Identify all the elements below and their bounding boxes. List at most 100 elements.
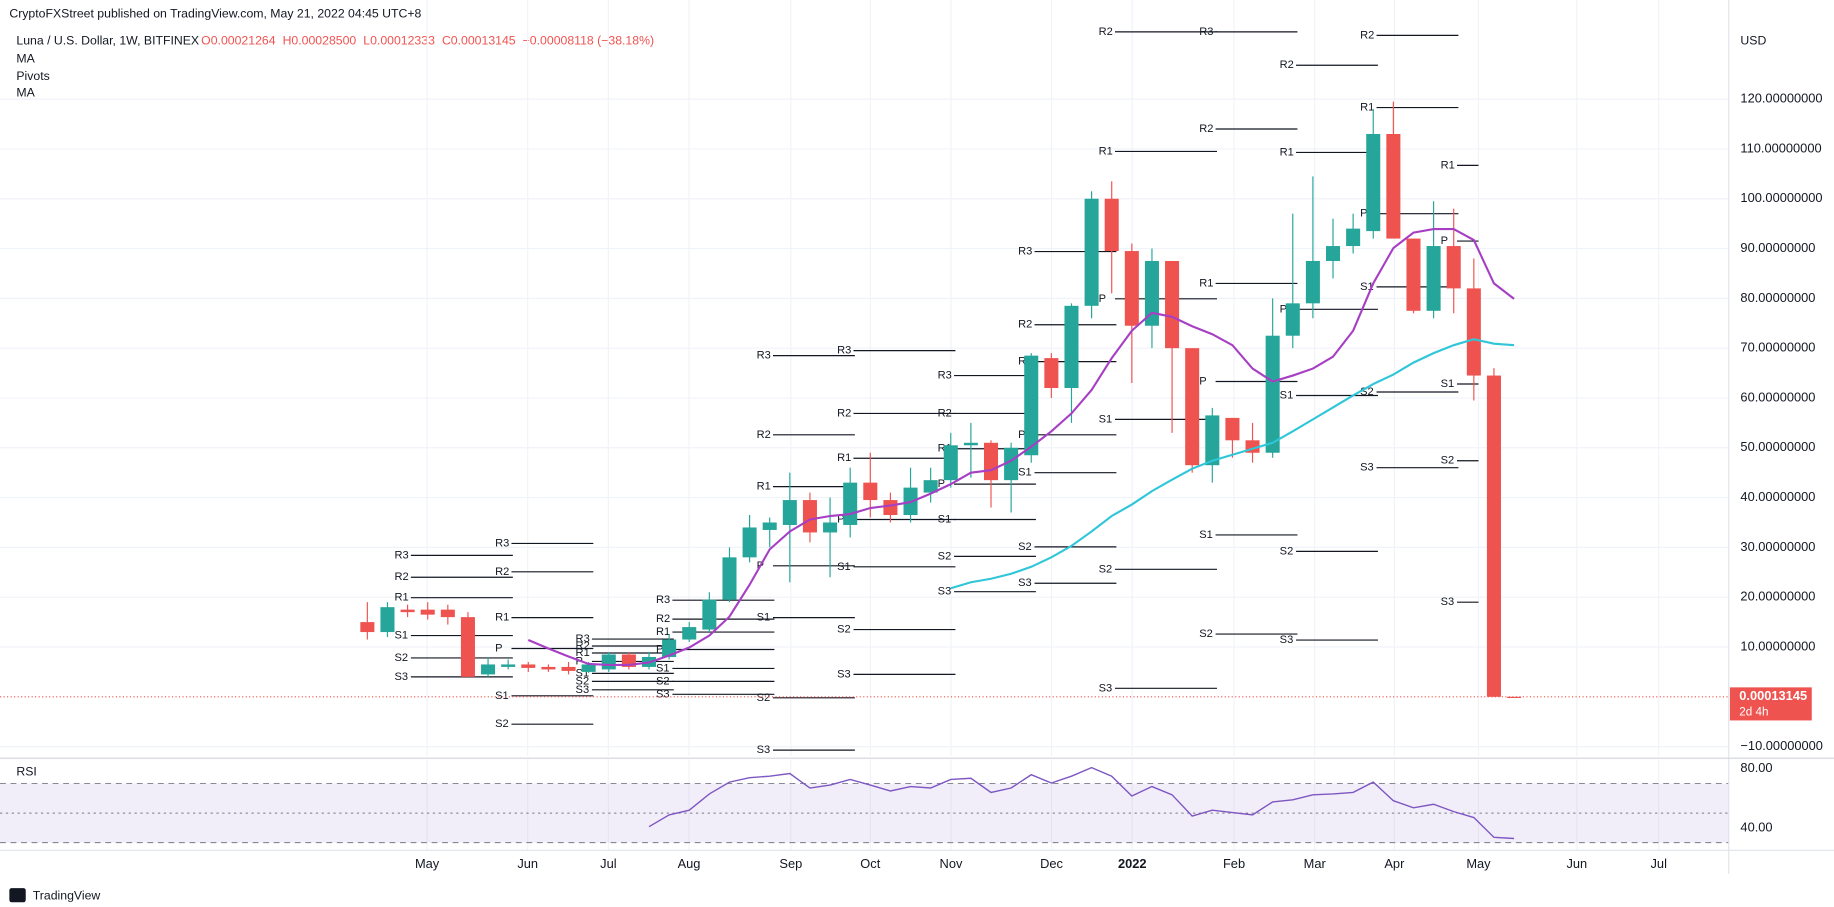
y-tick-label: 70.00000000 [1740, 340, 1815, 355]
change-value: −0.00008118 (−38.18%) [523, 34, 654, 48]
candle-body [1104, 198, 1119, 252]
y-tick-label: 20.00000000 [1740, 589, 1815, 604]
x-tick-label: Oct [860, 856, 880, 871]
candle-body [581, 664, 596, 672]
pivot-label: S2 [938, 550, 952, 562]
currency: USD [1740, 34, 1766, 48]
y-tick-label: 90.00000000 [1740, 240, 1815, 255]
pivot-label: P [1441, 235, 1448, 247]
candle-body [983, 442, 999, 481]
candle-body [722, 557, 737, 600]
candle-body [561, 666, 576, 671]
pivot-label: S1 [757, 612, 771, 624]
candle-body [1165, 260, 1180, 349]
ohlc-value: L0.00012333 [363, 34, 435, 48]
y-tick-label: 10.00000000 [1740, 638, 1815, 653]
pivot-label: R2 [1280, 59, 1294, 71]
pivot-label: R3 [1199, 26, 1213, 38]
pivot-label: S3 [938, 586, 952, 598]
indicator-label: Pivots [16, 69, 49, 83]
candle-body [843, 482, 858, 525]
y-tick-label: 60.00000000 [1740, 389, 1815, 404]
pivot-label: R2 [757, 429, 771, 441]
pivot-label: P [1099, 293, 1106, 305]
candle-body [1507, 696, 1522, 698]
candle-body [1305, 260, 1320, 304]
candle-body [1386, 133, 1401, 239]
y-tick-label: 40.00000000 [1740, 489, 1815, 504]
pivot-label: R2 [1018, 319, 1032, 331]
candle-body [400, 609, 415, 613]
pivot-label: S1 [1280, 389, 1294, 401]
candle-body [923, 480, 938, 493]
y-tick-label: 120.00000000 [1740, 90, 1822, 105]
candle-body [1144, 260, 1159, 326]
candle-body [1225, 417, 1240, 441]
pivot-label: S1 [495, 690, 509, 702]
x-tick-label: Sep [779, 856, 802, 871]
candle-body [1265, 335, 1280, 453]
pivot-label: R3 [656, 594, 670, 606]
candle-body [682, 627, 697, 640]
candle-body [1426, 246, 1441, 311]
candle-body [1024, 355, 1039, 456]
x-tick-label: Mar [1304, 856, 1327, 871]
pivot-label: P [495, 642, 502, 654]
candle-body [1044, 358, 1059, 389]
candle-body [1124, 251, 1139, 326]
pivot-label: S2 [495, 718, 509, 730]
pivot-label: S2 [656, 675, 670, 687]
pivot-label: S3 [757, 744, 771, 756]
pivot-label: S3 [1099, 682, 1113, 694]
pivot-label: R1 [576, 647, 590, 659]
x-tick-label: Feb [1223, 856, 1245, 871]
pivot-label: S1 [837, 561, 851, 573]
pivot-label: R3 [495, 537, 509, 549]
x-tick-label: 2022 [1118, 856, 1147, 871]
candle-body [702, 599, 717, 630]
pivot-label: S2 [1199, 628, 1213, 640]
candle-body [943, 445, 958, 481]
pivot-label: S2 [1280, 545, 1294, 557]
y-tick-label: 30.00000000 [1740, 539, 1815, 554]
pivot-label: R1 [757, 481, 771, 493]
x-tick-label: May [1466, 856, 1491, 871]
candle-body [360, 622, 375, 633]
pivot-label: S3 [576, 684, 590, 696]
candle-body [1325, 246, 1341, 261]
pivot-label: S1 [1018, 467, 1032, 479]
candle-body [1064, 305, 1079, 389]
pivot-label: R2 [394, 571, 408, 583]
candle-body [742, 527, 757, 558]
x-tick-label: Jun [1566, 856, 1587, 871]
y-tick-label: 50.00000000 [1740, 439, 1815, 454]
candle-body [440, 609, 455, 618]
x-tick-label: Nov [940, 856, 963, 871]
ohlc-value: C0.00013145 [442, 34, 516, 48]
pivot-label: S2 [576, 675, 590, 687]
pivot-label: R2 [1360, 29, 1374, 41]
pivot-label: R2 [656, 613, 670, 625]
candle-body [1185, 348, 1200, 466]
x-tick-label: Jul [1651, 856, 1667, 871]
last-price-label: 0.00013145 [1739, 688, 1807, 703]
symbol: Luna / U.S. Dollar, 1W, BITFINEX [16, 34, 199, 48]
candle-body [863, 482, 878, 501]
candle-body [481, 664, 496, 675]
candle-body [883, 500, 898, 516]
candle-body [420, 609, 435, 615]
y-tick-label: 100.00000000 [1740, 190, 1822, 205]
pivot-label: S3 [1280, 634, 1294, 646]
candle-body [1205, 415, 1220, 466]
pivot-label: R2 [1199, 123, 1213, 135]
pivot-label: S3 [1441, 596, 1455, 608]
pivot-label: R3 [757, 350, 771, 362]
pivot-label: R1 [1099, 145, 1113, 157]
pivot-label: P [938, 478, 945, 490]
indicator-label: RSI [16, 765, 36, 779]
pivot-label: S1 [1099, 413, 1113, 425]
candle-body [1366, 133, 1381, 232]
pivot-label: S3 [394, 671, 408, 683]
indicator-label: MA [16, 51, 35, 65]
pivot-label: S3 [837, 668, 851, 680]
